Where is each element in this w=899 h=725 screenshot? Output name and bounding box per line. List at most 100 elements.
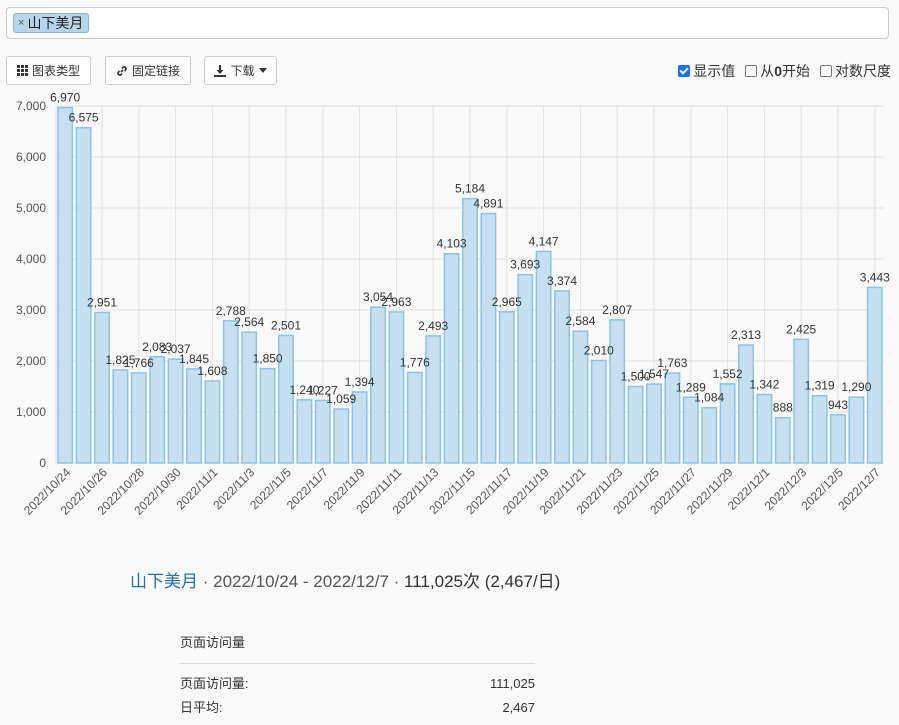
from-zero-option[interactable]: 从0开始 bbox=[745, 61, 810, 81]
stats-row-value: 2,467 bbox=[502, 700, 535, 715]
from-zero-checkbox[interactable] bbox=[745, 65, 758, 77]
data-label: 2,501 bbox=[271, 318, 301, 332]
bar bbox=[186, 368, 202, 464]
bar bbox=[738, 344, 754, 464]
data-label: 4,103 bbox=[437, 237, 467, 251]
bar bbox=[719, 383, 736, 464]
log-scale-checkbox[interactable] bbox=[820, 65, 832, 77]
stats-row-label: 日平均: bbox=[180, 700, 223, 715]
stats-table: 页面访问量 页面访问量: 111,025 日平均: 2,467 bbox=[180, 632, 535, 720]
bar bbox=[425, 335, 442, 464]
permalink-button[interactable]: 固定链接 bbox=[105, 56, 191, 85]
chart-type-label: 图表类型 bbox=[31, 64, 80, 78]
data-label: 1,240 bbox=[289, 383, 319, 397]
data-label: 888 bbox=[773, 401, 793, 415]
bar bbox=[609, 319, 626, 464]
download-icon bbox=[214, 64, 227, 77]
download-button[interactable]: 下载 bbox=[204, 56, 277, 85]
data-label: 2,951 bbox=[87, 295, 117, 309]
data-label: 1,500 bbox=[621, 370, 651, 384]
data-label: 1,763 bbox=[657, 356, 687, 370]
stats-row: 页面访问量: 111,025 bbox=[180, 672, 535, 696]
show-values-checkbox[interactable] bbox=[678, 65, 691, 77]
bar bbox=[811, 394, 828, 464]
data-label: 2,313 bbox=[731, 328, 761, 342]
article-tag: × 山下美月 bbox=[13, 13, 90, 33]
bar bbox=[75, 126, 92, 464]
bar bbox=[222, 320, 239, 464]
data-label: 2,965 bbox=[492, 295, 522, 309]
data-label: 1,825 bbox=[105, 353, 135, 367]
bar bbox=[112, 369, 129, 464]
search-tag-input[interactable]: × 山下美月 bbox=[6, 7, 889, 39]
log-scale-option[interactable]: 对数尺度 bbox=[820, 61, 891, 81]
summary-separator: · bbox=[388, 572, 405, 591]
bar bbox=[167, 358, 184, 464]
article-tag-label: 山下美月 bbox=[27, 15, 84, 31]
summary-article-name[interactable]: 山下美月 bbox=[130, 572, 198, 591]
caret-down-icon bbox=[258, 68, 267, 73]
bar bbox=[848, 396, 865, 464]
data-label: 3,374 bbox=[547, 274, 577, 288]
bar bbox=[204, 380, 221, 464]
show-values-label: 显示值 bbox=[693, 63, 736, 79]
bar bbox=[480, 212, 497, 464]
stats-title: 页面访问量 bbox=[180, 632, 535, 664]
data-label: 1,394 bbox=[345, 375, 375, 389]
from-zero-label-zero: 0 bbox=[774, 63, 782, 79]
bar bbox=[664, 372, 681, 464]
data-label: 1,547 bbox=[639, 367, 669, 381]
data-label: 4,147 bbox=[529, 235, 559, 249]
show-values-option[interactable]: 显示值 bbox=[678, 61, 735, 81]
summary-date-range: 2022/10/24 - 2022/12/7 bbox=[213, 572, 389, 591]
bar bbox=[278, 334, 294, 464]
pageviews-bar-chart: 0 1,000 2,000 3,000 4,000 5,000 6,000 7,000 6,97… bbox=[16, 91, 890, 518]
bar bbox=[517, 273, 534, 464]
bar bbox=[793, 338, 810, 464]
bar bbox=[149, 356, 166, 464]
data-label: 3,443 bbox=[860, 270, 890, 284]
from-zero-label: 从0开始 bbox=[760, 61, 810, 81]
bar bbox=[572, 330, 589, 464]
bar bbox=[590, 359, 607, 464]
bar bbox=[627, 385, 644, 464]
data-label: 2,807 bbox=[602, 303, 632, 317]
data-label: 3,693 bbox=[510, 258, 540, 272]
data-label: 1,608 bbox=[197, 364, 227, 378]
bar bbox=[130, 372, 147, 464]
data-label: 4,891 bbox=[473, 197, 503, 211]
y-tick-label: 3,000 bbox=[16, 303, 46, 317]
download-label: 下载 bbox=[230, 64, 255, 78]
data-label: 2,010 bbox=[584, 343, 614, 357]
bar bbox=[351, 391, 368, 464]
data-label: 1,845 bbox=[179, 352, 209, 366]
bar bbox=[830, 414, 846, 464]
y-tick-label: 7,000 bbox=[16, 99, 46, 113]
remove-tag-icon[interactable]: × bbox=[18, 17, 25, 29]
data-label: 2,963 bbox=[381, 295, 411, 309]
bar bbox=[443, 252, 460, 464]
bar bbox=[94, 311, 110, 464]
bar bbox=[866, 286, 883, 464]
bar bbox=[756, 393, 773, 464]
data-label: 2,493 bbox=[418, 319, 448, 333]
data-label: 2,584 bbox=[565, 314, 595, 328]
bar bbox=[259, 367, 276, 464]
y-tick-label: 1,000 bbox=[16, 405, 46, 419]
data-label: 6,575 bbox=[69, 111, 99, 125]
data-label: 1,227 bbox=[308, 383, 338, 397]
bar bbox=[241, 331, 258, 464]
stats-row-value: 111,025 bbox=[489, 676, 535, 691]
link-icon bbox=[117, 65, 127, 76]
data-label: 2,425 bbox=[786, 322, 816, 336]
bar bbox=[388, 311, 405, 464]
data-label: 3,054 bbox=[363, 290, 393, 304]
data-label: 943 bbox=[828, 398, 848, 412]
bar bbox=[535, 250, 552, 464]
bar bbox=[701, 406, 718, 464]
chart-type-button[interactable]: 图表类型 bbox=[6, 56, 91, 85]
data-label: 1,850 bbox=[253, 352, 283, 366]
data-label: 2,037 bbox=[161, 342, 191, 356]
summary-line: 山下美月 · 2022/10/24 - 2022/12/7 · 111,025次… bbox=[130, 567, 560, 592]
bar bbox=[774, 416, 791, 464]
